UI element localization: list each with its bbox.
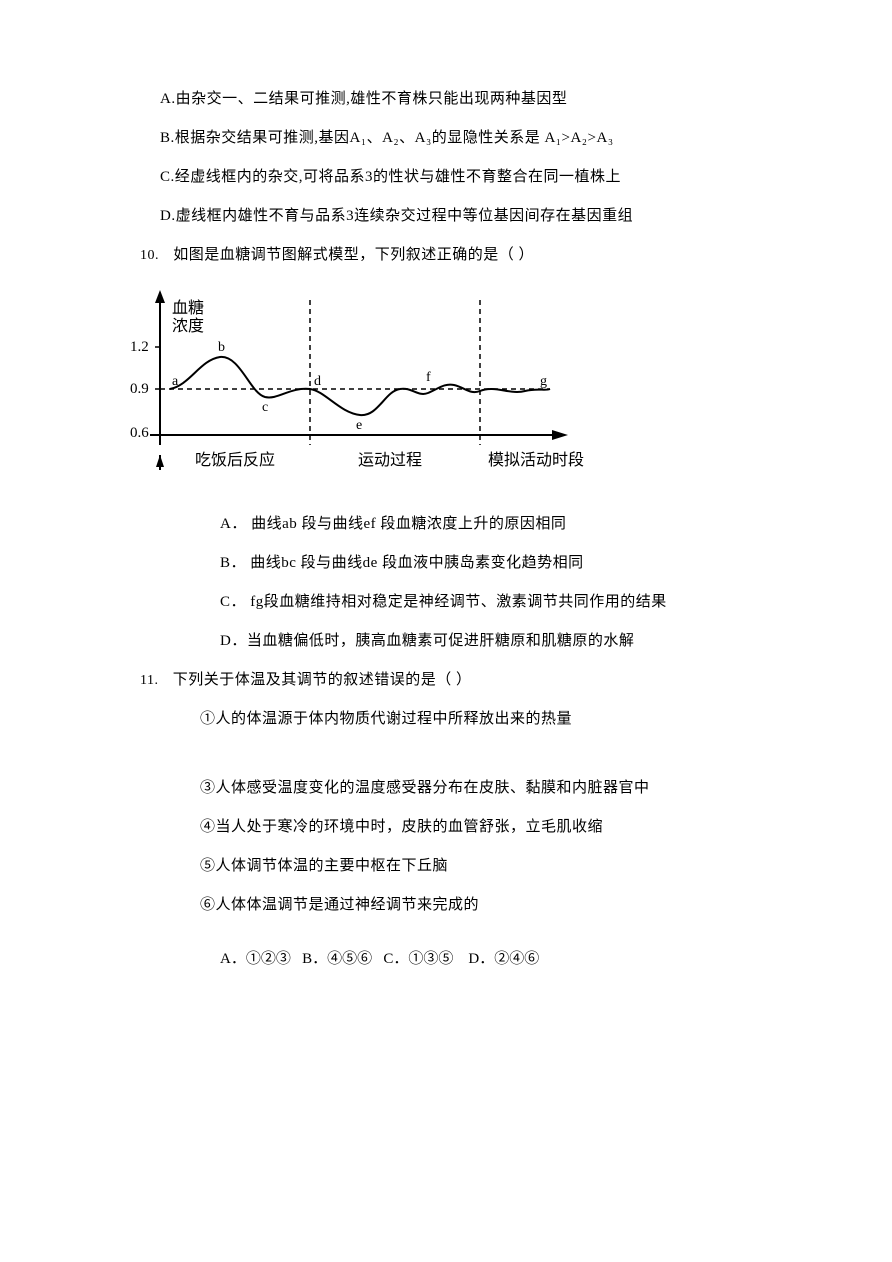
q11-option-b: B．④⑤⑥ [302, 951, 372, 967]
pt-c: c [262, 400, 268, 415]
q10-option-c: C． fg段血糖维持相对稳定是神经调节、激素调节共同作用的结果 [220, 583, 792, 622]
q10-option-d: D．当血糖偏低时，胰高血糖素可促进肝糖原和肌糖原的水解 [220, 622, 792, 661]
pt-b: b [218, 340, 225, 355]
chart-svg: 血糖 浓度 1.2 0.9 0.6 a b c d e f g 吃饭后反应 [100, 285, 600, 485]
q11-s1: ①人的体温源于体内物质代谢过程中所释放出来的热量 [100, 700, 792, 739]
q11-s6: ⑥人体体温调节是通过神经调节来完成的 [100, 886, 792, 925]
q10-stem-line: 10. 如图是血糖调节图解式模型，下列叙述正确的是（ ） [100, 236, 792, 275]
q11-option-a: A．①②③ [220, 951, 291, 967]
q10-number: 10. [140, 248, 159, 263]
q9-option-d: D.虚线框内雄性不育与品系3连续杂交过程中等位基因间存在基因重组 [100, 197, 792, 236]
blood-sugar-chart: 血糖 浓度 1.2 0.9 0.6 a b c d e f g 吃饭后反应 [100, 285, 600, 485]
ylabel-2: 浓度 [172, 317, 204, 335]
q9-option-a: A.由杂交一、二结果可推测,雄性不育株只能出现两种基因型 [100, 80, 792, 119]
q10-option-a: A． 曲线ab 段与曲线ef 段血糖浓度上升的原因相同 [220, 505, 792, 544]
q11-stem: 下列关于体温及其调节的叙述错误的是（ ） [173, 672, 472, 688]
q11-options: A．①②③ B．④⑤⑥ C．①③⑤ D．②④⑥ [100, 940, 792, 979]
ytick-0.9: 0.9 [130, 381, 149, 397]
xlabel-1: 吃饭后反应 [195, 450, 275, 469]
q11-s5: ⑤人体调节体温的主要中枢在下丘脑 [100, 847, 792, 886]
pt-a: a [172, 374, 179, 389]
q10-option-b: B． 曲线bc 段与曲线de 段血液中胰岛素变化趋势相同 [220, 544, 792, 583]
q11-number: 11. [140, 673, 158, 688]
q9-option-c: C.经虚线框内的杂交,可将品系3的性状与雄性不育整合在同一植株上 [100, 158, 792, 197]
ytick-1.2: 1.2 [130, 339, 149, 355]
q11-option-d: D．②④⑥ [468, 951, 539, 967]
xlabel-2: 运动过程 [358, 451, 422, 469]
pt-d: d [314, 374, 321, 389]
ytick-0.6: 0.6 [130, 425, 149, 441]
q9-option-b: B.根据杂交结果可推测,基因A₁、A₂、A₃的显隐性关系是 A₁>A₂>A₃ [100, 119, 792, 158]
pt-g: g [540, 374, 547, 389]
q10-stem: 如图是血糖调节图解式模型，下列叙述正确的是（ ） [173, 247, 534, 263]
q11-option-c: C．①③⑤ [383, 951, 453, 967]
pt-e: e [356, 418, 362, 433]
q11-s4: ④当人处于寒冷的环境中时，皮肤的血管舒张，立毛肌收缩 [100, 808, 792, 847]
xlabel-3: 模拟活动时段 [488, 451, 584, 469]
pt-f: f [426, 370, 431, 385]
q11-s3: ③人体感受温度变化的温度感受器分布在皮肤、黏膜和内脏器官中 [100, 769, 792, 808]
q11-stem-line: 11. 下列关于体温及其调节的叙述错误的是（ ） [100, 661, 792, 700]
ylabel-1: 血糖 [172, 299, 204, 317]
